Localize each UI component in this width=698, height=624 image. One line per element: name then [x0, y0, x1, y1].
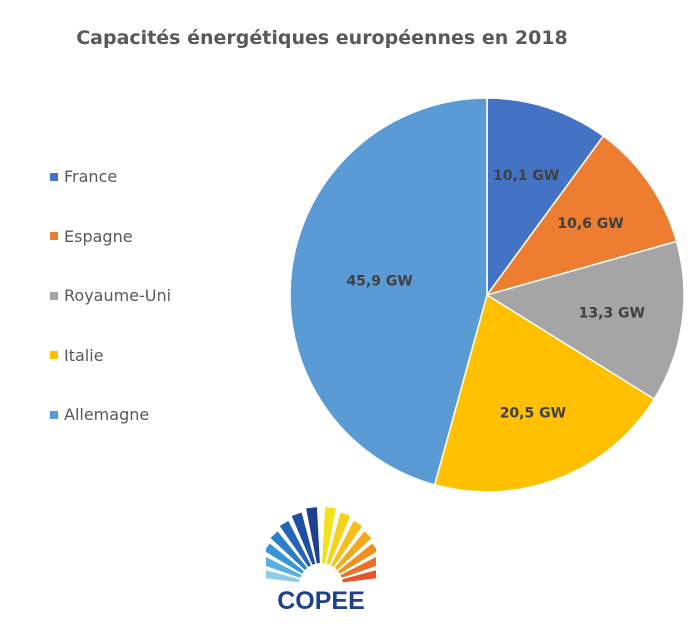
legend-swatch: [50, 291, 58, 300]
logo-ray: [340, 556, 376, 578]
logo-ray: [326, 512, 351, 565]
legend-label: Royaume-Uni: [64, 286, 172, 305]
logo-ray: [330, 520, 363, 567]
legend-label: Espagne: [64, 226, 133, 246]
logo-ray: [291, 512, 316, 565]
logo-ray: [342, 570, 376, 583]
data-label: 13,3 GW: [579, 306, 645, 322]
legend-label: Allemagne: [64, 405, 150, 424]
logo-ray: [334, 531, 372, 570]
legend-item: Italie: [50, 346, 104, 365]
legend-swatch: [50, 232, 58, 240]
logo-ray: [266, 556, 302, 578]
logo-ray: [322, 507, 336, 564]
legend-item: Allemagne: [50, 405, 149, 424]
logo-ray: [338, 543, 376, 574]
pie-slice-italie: [433, 293, 656, 493]
data-label: 45,9 GW: [346, 273, 412, 289]
legend-item: France: [50, 167, 117, 186]
legend-swatch: [50, 351, 58, 359]
data-label: 20,5 GW: [500, 405, 566, 421]
pie-chart: 10,1 GW 10,6 GW 13,3 GW 20,5 GW 45,9 GW: [289, 97, 685, 493]
legend-swatch: [50, 172, 58, 181]
logo-ray: [266, 570, 300, 583]
pie-slice-espagne: [485, 135, 678, 297]
legend-item: Royaume-Uni: [50, 286, 171, 305]
logo-ray: [279, 520, 312, 567]
logo-ray: [266, 543, 304, 574]
logo-text: COPEE: [277, 587, 365, 615]
data-label: 10,1 GW: [493, 168, 559, 184]
pie-slice-france: [486, 97, 605, 298]
legend-swatch: [50, 410, 58, 419]
legend-label: Italie: [64, 345, 104, 365]
logo-ray: [270, 531, 308, 570]
chart-title: Capacités énergétiques européennes en 20…: [76, 27, 568, 49]
legend-item: Espagne: [50, 227, 133, 246]
pie-slice-royaume-uni: [485, 240, 685, 401]
legend-label: France: [64, 167, 118, 186]
copee-logo: COPEE: [266, 507, 376, 615]
pie-slice-allemagne: [289, 97, 488, 486]
data-label: 10,6 GW: [557, 216, 623, 232]
logo-ray: [306, 507, 320, 564]
